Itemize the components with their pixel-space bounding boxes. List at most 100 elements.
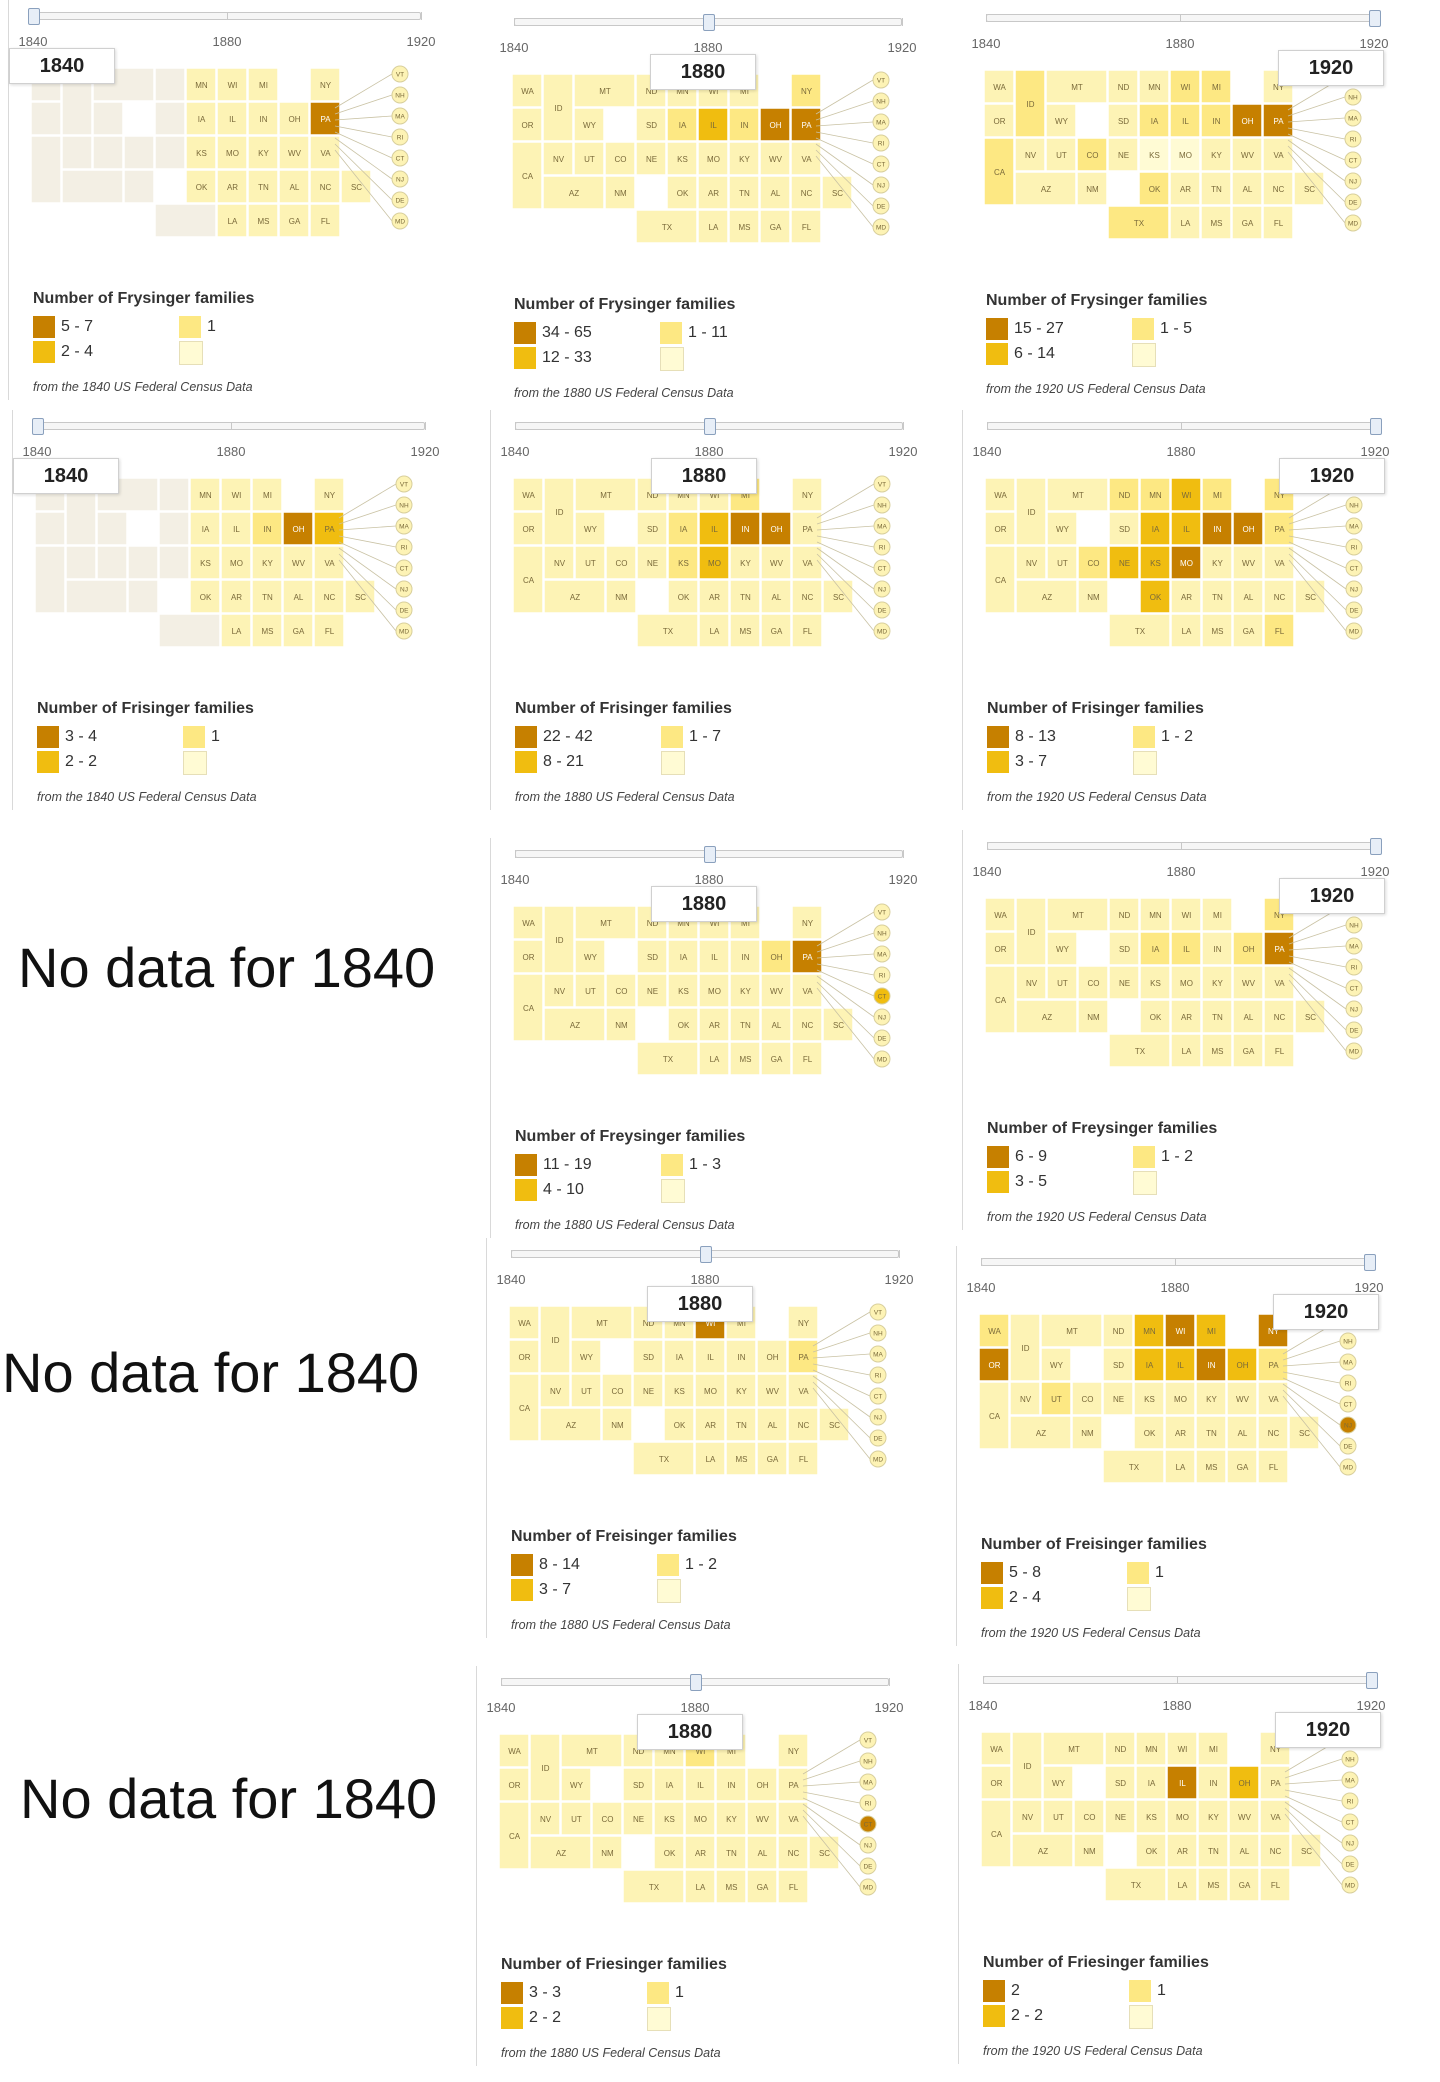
year-slider[interactable]: 1840 1880 1920 xyxy=(19,8,435,49)
state-sc[interactable] xyxy=(822,579,854,614)
state-in[interactable] xyxy=(715,1767,747,1802)
state-sc[interactable] xyxy=(340,169,372,204)
state-al[interactable] xyxy=(1228,1833,1260,1868)
state-or[interactable] xyxy=(984,511,1016,546)
state-bubble-vt[interactable] xyxy=(395,475,413,493)
state-oh[interactable] xyxy=(1232,511,1264,546)
state-ok[interactable] xyxy=(1139,579,1171,614)
state-ca[interactable] xyxy=(983,137,1015,206)
state-sc[interactable] xyxy=(344,579,376,614)
state-bubble-nj[interactable] xyxy=(859,1836,877,1854)
state-sd[interactable] xyxy=(1107,103,1139,138)
state-mn[interactable] xyxy=(1133,1313,1165,1348)
state-tn[interactable] xyxy=(725,1407,757,1442)
state-oh[interactable] xyxy=(1232,931,1264,966)
state-ny[interactable] xyxy=(790,73,822,108)
state-id[interactable] xyxy=(543,905,575,974)
state-la[interactable] xyxy=(698,1041,730,1076)
state-az[interactable] xyxy=(65,579,128,614)
state-bubble-de[interactable] xyxy=(1341,1855,1359,1873)
state-nc[interactable] xyxy=(791,1007,823,1042)
state-bubble-ma[interactable] xyxy=(859,1773,877,1791)
state-ia[interactable] xyxy=(1139,931,1171,966)
state-ia[interactable] xyxy=(666,107,698,142)
state-sd[interactable] xyxy=(1108,931,1140,966)
state-tn[interactable] xyxy=(728,175,760,210)
state-pa[interactable] xyxy=(787,1339,819,1374)
state-ny[interactable] xyxy=(313,477,345,512)
state-bubble-ct[interactable] xyxy=(1345,979,1363,997)
state-bubble-ri[interactable] xyxy=(395,538,413,556)
state-al[interactable] xyxy=(1232,999,1264,1034)
state-ky[interactable] xyxy=(725,1373,757,1408)
state-tx[interactable] xyxy=(1102,1449,1165,1484)
state-tx[interactable] xyxy=(154,203,217,238)
state-bubble-nj[interactable] xyxy=(1339,1416,1357,1434)
state-or[interactable] xyxy=(498,1767,530,1802)
state-ms[interactable] xyxy=(728,209,760,244)
state-ga[interactable] xyxy=(278,203,310,238)
state-wa[interactable] xyxy=(983,69,1015,104)
state-bubble-de[interactable] xyxy=(1345,1021,1363,1039)
state-mt[interactable] xyxy=(573,73,636,108)
state-ms[interactable] xyxy=(1200,205,1232,240)
state-ks[interactable] xyxy=(1138,137,1170,172)
state-mn[interactable] xyxy=(1139,897,1171,932)
state-fl[interactable] xyxy=(1257,1449,1289,1484)
state-mi[interactable] xyxy=(1197,1731,1229,1766)
state-or[interactable] xyxy=(512,939,544,974)
state-in[interactable] xyxy=(1195,1347,1227,1382)
state-ny[interactable] xyxy=(777,1733,809,1768)
state-ar[interactable] xyxy=(698,1007,730,1042)
state-in[interactable] xyxy=(1201,931,1233,966)
year-slider[interactable]: 1840 1880 1920 xyxy=(973,838,1389,879)
state-ne[interactable] xyxy=(1108,965,1140,1000)
state-co[interactable] xyxy=(1077,965,1109,1000)
state-ca[interactable] xyxy=(511,141,543,210)
state-wv[interactable] xyxy=(282,545,314,580)
state-al[interactable] xyxy=(278,169,310,204)
state-ar[interactable] xyxy=(694,1407,726,1442)
state-il[interactable] xyxy=(1164,1347,1196,1382)
state-wy[interactable] xyxy=(1045,103,1077,138)
state-bubble-ri[interactable] xyxy=(872,134,890,152)
state-nm[interactable] xyxy=(1077,999,1109,1034)
state-il[interactable] xyxy=(1169,103,1201,138)
state-ia[interactable] xyxy=(1138,103,1170,138)
state-mt[interactable] xyxy=(1040,1313,1103,1348)
state-bubble-nh[interactable] xyxy=(1339,1332,1357,1350)
state-la[interactable] xyxy=(1164,1449,1196,1484)
slider-thumb[interactable] xyxy=(32,418,44,435)
state-wa[interactable] xyxy=(978,1313,1010,1348)
state-pa[interactable] xyxy=(790,107,822,142)
state-ok[interactable] xyxy=(667,579,699,614)
state-mo[interactable] xyxy=(1170,545,1202,580)
state-pa[interactable] xyxy=(1259,1765,1291,1800)
state-wy[interactable] xyxy=(574,939,606,974)
state-ne[interactable] xyxy=(1108,545,1140,580)
state-in[interactable] xyxy=(728,107,760,142)
state-ok[interactable] xyxy=(663,1407,695,1442)
state-or[interactable] xyxy=(30,101,62,136)
state-bubble-de[interactable] xyxy=(872,197,890,215)
state-bubble-ma[interactable] xyxy=(869,1345,887,1363)
state-co[interactable] xyxy=(605,973,637,1008)
state-ok[interactable] xyxy=(1133,1415,1165,1450)
state-nv[interactable] xyxy=(1015,965,1047,1000)
state-bubble-ma[interactable] xyxy=(391,107,409,125)
state-tn[interactable] xyxy=(729,1007,761,1042)
state-bubble-ct[interactable] xyxy=(859,1815,877,1833)
state-la[interactable] xyxy=(684,1869,716,1904)
state-ia[interactable] xyxy=(185,101,217,136)
state-pa[interactable] xyxy=(1263,511,1295,546)
state-al[interactable] xyxy=(760,1007,792,1042)
state-ga[interactable] xyxy=(1228,1867,1260,1902)
state-bubble-vt[interactable] xyxy=(872,71,890,89)
state-bubble-md[interactable] xyxy=(873,622,891,640)
state-bubble-md[interactable] xyxy=(391,212,409,230)
state-ks[interactable] xyxy=(1139,965,1171,1000)
state-mo[interactable] xyxy=(1169,137,1201,172)
state-tx[interactable] xyxy=(158,613,221,648)
state-ms[interactable] xyxy=(1201,613,1233,648)
state-bubble-ct[interactable] xyxy=(391,149,409,167)
